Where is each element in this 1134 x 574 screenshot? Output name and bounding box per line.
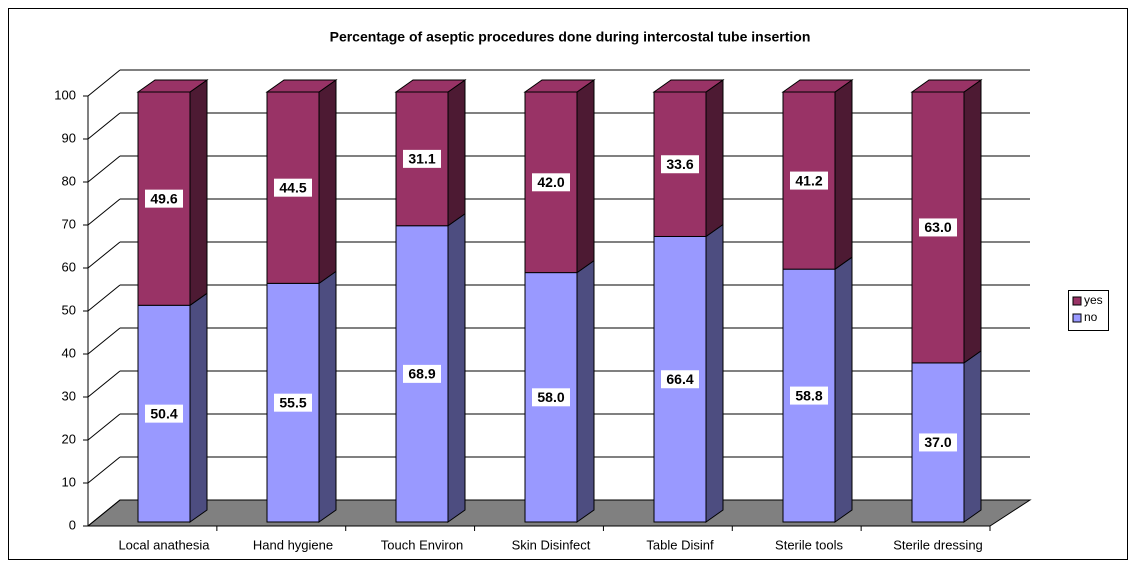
y-tick-label: 20 (62, 431, 76, 446)
y-tick-label: 60 (62, 259, 76, 274)
bar-side (189, 292, 208, 523)
value-label-box (661, 155, 699, 174)
value-label-box (145, 404, 183, 423)
value-label: 41.2 (795, 172, 822, 188)
bar-side (963, 79, 982, 364)
value-label: 55.5 (279, 394, 306, 410)
bar-top (265, 79, 338, 93)
y-tick-label: 70 (62, 216, 76, 231)
bar-side (705, 79, 724, 238)
grid-diagonal (87, 241, 121, 269)
value-label: 42.0 (537, 174, 564, 190)
bar-side (318, 270, 337, 523)
value-label-box (790, 386, 828, 405)
y-tick-label: 90 (62, 130, 76, 145)
bar-side (963, 349, 982, 523)
x-tick-label: Hand hygiene (253, 537, 333, 552)
y-tick-label: 10 (62, 474, 76, 489)
bar-top (652, 79, 725, 93)
grid-diagonal (87, 327, 121, 355)
y-tick-label: 0 (69, 517, 76, 532)
value-label: 63.0 (924, 219, 951, 235)
y-tick-label: 40 (62, 345, 76, 360)
bar-top (394, 79, 467, 93)
bar-side (447, 79, 466, 227)
bar-side (318, 79, 337, 285)
value-label: 58.0 (537, 389, 564, 405)
legend-label: yes (1084, 293, 1103, 307)
value-label: 68.9 (408, 366, 435, 382)
bar-side (705, 223, 724, 523)
grid-diagonal (87, 370, 121, 398)
bar-top (781, 79, 854, 93)
legend-box (1068, 290, 1109, 331)
value-label-box (274, 178, 312, 197)
y-tick-label: 30 (62, 388, 76, 403)
grid-diagonal (87, 69, 121, 97)
value-label: 50.4 (150, 405, 177, 421)
grid-diagonal (87, 456, 121, 484)
value-label: 66.4 (666, 371, 693, 387)
bar-top (136, 79, 209, 93)
chart-title: Percentage of aseptic procedures done du… (330, 29, 811, 45)
value-label-box (532, 388, 570, 407)
value-label-box (919, 433, 957, 452)
value-label: 31.1 (408, 151, 435, 167)
bar-top (523, 79, 596, 93)
value-label-box (403, 364, 441, 383)
bar-side (834, 79, 853, 271)
value-label-box (403, 149, 441, 168)
value-label-box (919, 218, 957, 237)
value-label-box (661, 370, 699, 389)
x-tick-label: Sterile tools (775, 537, 843, 552)
value-label: 49.6 (150, 190, 177, 206)
bar-side (834, 256, 853, 523)
value-label-box (274, 393, 312, 412)
value-label: 33.6 (666, 156, 693, 172)
legend-label: no (1084, 310, 1098, 324)
value-label-box (790, 171, 828, 190)
bar-side (576, 259, 595, 523)
bar-side (189, 79, 208, 307)
grid-diagonal (87, 413, 121, 441)
grid-diagonal (87, 155, 121, 183)
x-tick-label: Table Disinf (646, 537, 714, 552)
grid-diagonal (87, 499, 121, 527)
y-tick-label: 80 (62, 173, 76, 188)
value-label: 37.0 (924, 434, 951, 450)
bar-side (447, 212, 466, 523)
legend-swatch (1072, 296, 1082, 306)
grid-diagonal (87, 198, 121, 226)
grid-diagonal (87, 112, 121, 140)
bar-top (910, 79, 983, 93)
x-tick-label: Skin Disinfect (512, 537, 591, 552)
x-tick-label: Local anathesia (118, 537, 210, 552)
value-label-box (145, 189, 183, 208)
value-label-box (532, 173, 570, 192)
x-tick-label: Touch Environ (381, 537, 463, 552)
value-label: 44.5 (279, 179, 306, 195)
x-tick-label: Sterile dressing (893, 537, 983, 552)
bar-side (576, 79, 595, 274)
value-label: 58.8 (795, 387, 822, 403)
legend-swatch (1072, 313, 1082, 323)
y-tick-label: 50 (62, 302, 76, 317)
y-tick-label: 100 (54, 87, 76, 102)
grid-diagonal (87, 284, 121, 312)
